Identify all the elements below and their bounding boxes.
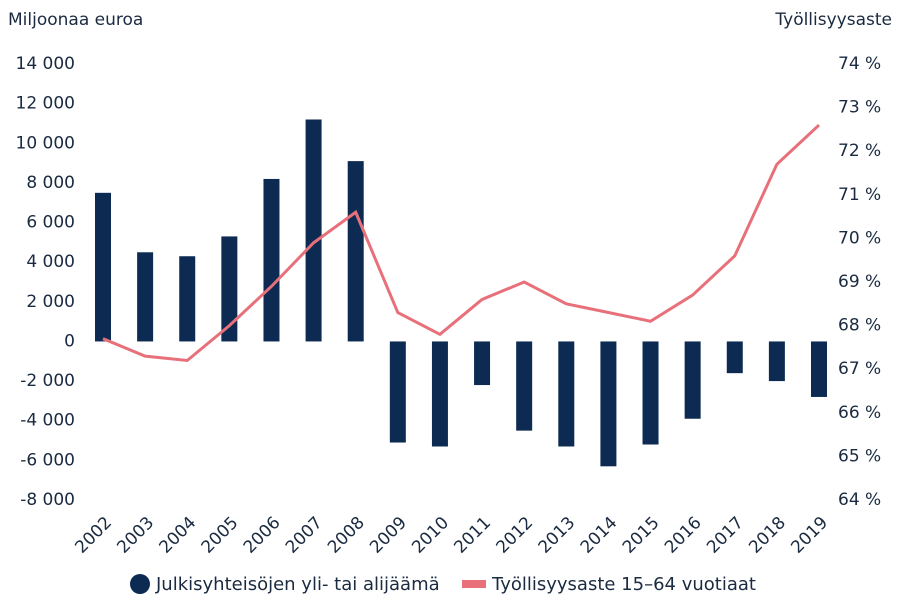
x-tick-label: 2016 — [661, 513, 706, 558]
x-tick-label: 2009 — [366, 513, 411, 558]
bar — [684, 341, 701, 419]
bar — [600, 341, 617, 467]
bar — [95, 192, 111, 342]
y-tick-label: 12 000 — [16, 94, 75, 114]
y2-tick-label: 72 % — [838, 141, 881, 161]
y-tick-label: 8 000 — [26, 173, 75, 193]
y2-tick-label: 66 % — [838, 403, 881, 423]
y2-tick-label: 74 % — [838, 54, 881, 74]
y-tick-label: 6 000 — [26, 213, 75, 233]
y-tick-label: -8 000 — [20, 490, 75, 510]
x-tick-label: 2017 — [703, 513, 748, 558]
bar — [347, 161, 364, 342]
x-tick-label: 2002 — [71, 513, 116, 558]
legend-swatch — [462, 580, 486, 588]
legend-label: Julkisyhteisöjen yli- tai alijäämä — [155, 574, 440, 595]
y2-tick-label: 65 % — [838, 446, 881, 466]
y2-tick-label: 68 % — [838, 316, 881, 336]
y-tick-label: 2 000 — [26, 292, 75, 312]
bar — [811, 341, 827, 397]
bar — [389, 341, 406, 443]
bar — [305, 119, 322, 342]
bar — [137, 252, 154, 342]
bar — [516, 341, 533, 431]
x-tick-label: 2010 — [408, 513, 453, 558]
x-tick-label: 2008 — [324, 513, 369, 558]
x-tick-label: 2015 — [619, 513, 664, 558]
bar — [221, 236, 238, 342]
bar — [558, 341, 575, 447]
y-tick-label: 14 000 — [16, 54, 75, 74]
y-tick-label: 0 — [64, 331, 75, 351]
y2-tick-label: 70 % — [838, 228, 881, 248]
x-tick-label: 2005 — [198, 513, 243, 558]
x-tick-label: 2003 — [113, 513, 158, 558]
x-tick-label: 2013 — [535, 513, 580, 558]
legend-label: Työllisyysaste 15–64 vuotiaat — [491, 574, 756, 595]
x-tick-label: 2018 — [745, 513, 790, 558]
x-tick-label: 2019 — [787, 513, 832, 558]
y2-tick-label: 73 % — [838, 98, 881, 118]
x-tick-label: 2007 — [282, 513, 327, 558]
x-tick-label: 2006 — [240, 513, 285, 558]
y2-tick-label: 64 % — [838, 490, 881, 510]
y-tick-label: 4 000 — [26, 252, 75, 272]
x-tick-label: 2012 — [493, 513, 538, 558]
y-tick-label: -4 000 — [20, 411, 75, 431]
x-tick-label: 2011 — [450, 513, 495, 558]
bar — [263, 178, 280, 342]
bar — [474, 341, 491, 386]
bar — [431, 341, 448, 447]
y-tick-label: -2 000 — [20, 371, 75, 391]
x-tick-label: 2014 — [577, 513, 622, 558]
legend-swatch — [130, 574, 150, 594]
y2-tick-label: 69 % — [838, 272, 881, 292]
bar — [768, 341, 785, 382]
y-axis-title: Miljoonaa euroa — [8, 10, 143, 30]
y2-tick-label: 71 % — [838, 185, 881, 205]
y2-tick-label: 67 % — [838, 359, 881, 379]
bar — [642, 341, 659, 445]
bar — [726, 341, 743, 374]
y-tick-label: 10 000 — [16, 133, 75, 153]
x-tick-label: 2004 — [156, 513, 201, 558]
line — [102, 123, 821, 363]
y2-axis-title: Työllisyysaste — [774, 10, 892, 30]
bar — [179, 256, 196, 342]
y-tick-label: -6 000 — [20, 450, 75, 470]
